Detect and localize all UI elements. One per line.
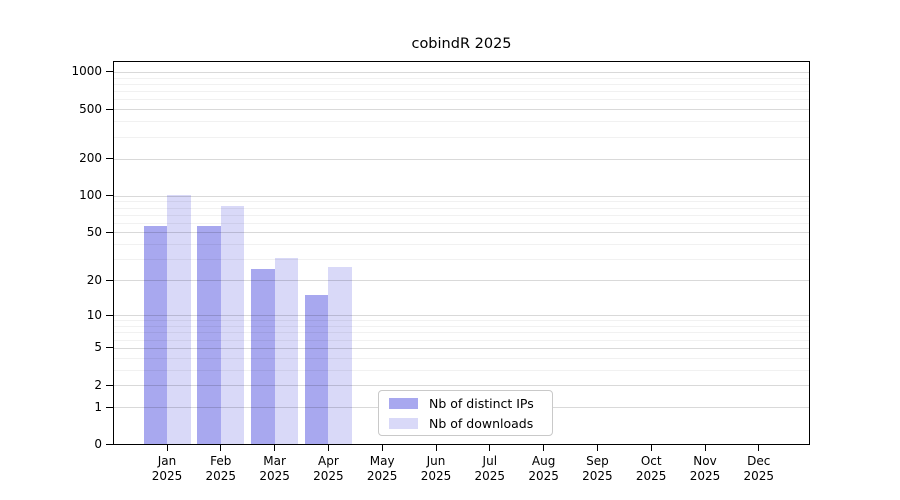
legend-entry-distinct-ips: Nb of distinct IPs <box>389 395 552 411</box>
bar-jan-distinct-ips <box>143 226 167 445</box>
y-tick-mark-10 <box>106 314 113 316</box>
chart-title: cobindR 2025 <box>411 36 512 52</box>
y-tick-label-1: 1 <box>94 399 102 414</box>
gridline-minor-80 <box>113 207 810 209</box>
y-tick-mark-50 <box>106 231 113 233</box>
bar-mar-downloads <box>274 257 299 445</box>
y-tick-mark-500 <box>106 108 113 110</box>
y-tick-label-2: 2 <box>94 377 102 392</box>
y-tick-label-1000: 1000 <box>71 64 102 79</box>
gridline-minor-900 <box>113 77 810 79</box>
x-tick-mark-jul <box>489 444 491 451</box>
gridline-minor-600 <box>113 99 810 101</box>
x-tick-label-dec: Dec 2025 <box>743 453 775 484</box>
x-tick-mark-apr <box>327 444 329 451</box>
x-tick-label-sep: Sep 2025 <box>582 453 613 484</box>
x-tick-mark-sep <box>596 444 598 451</box>
legend: Nb of distinct IPs Nb of downloads <box>378 390 553 436</box>
bar-jan-downloads <box>167 195 191 445</box>
gridline-1000 <box>113 71 810 73</box>
y-tick-label-5: 5 <box>94 340 102 355</box>
gridline-500 <box>113 109 810 111</box>
x-tick-label-jan: Jan 2025 <box>151 453 183 484</box>
plot-area <box>113 61 810 445</box>
bar-apr-downloads <box>328 266 352 445</box>
bar-apr-distinct-ips <box>304 295 329 445</box>
x-tick-label-feb: Feb 2025 <box>205 453 237 484</box>
legend-entry-downloads: Nb of downloads <box>389 415 552 431</box>
y-tick-mark-2 <box>106 384 113 386</box>
gridline-minor-700 <box>113 91 810 93</box>
x-tick-label-nov: Nov 2025 <box>689 453 721 484</box>
y-tick-label-50: 50 <box>86 224 102 239</box>
x-tick-mark-aug <box>543 444 545 451</box>
y-tick-label-500: 500 <box>79 101 102 116</box>
y-tick-mark-20 <box>106 279 113 281</box>
y-tick-label-20: 20 <box>86 272 102 287</box>
legend-label-distinct-ips: Nb of distinct IPs <box>429 395 534 411</box>
gridline-200 <box>113 158 810 160</box>
y-tick-label-200: 200 <box>79 151 102 166</box>
legend-swatch-distinct-ips <box>389 397 418 409</box>
y-tick-mark-200 <box>106 158 113 160</box>
x-tick-mark-feb <box>220 444 222 451</box>
legend-swatch-downloads <box>389 417 418 429</box>
x-tick-mark-mar <box>274 444 276 451</box>
gridline-minor-400 <box>113 121 810 123</box>
x-tick-label-apr: Apr 2025 <box>313 453 344 484</box>
x-tick-mark-jan <box>166 444 168 451</box>
y-tick-label-0: 0 <box>94 437 102 451</box>
gridline-minor-300 <box>113 136 810 138</box>
bar-feb-downloads <box>220 205 245 445</box>
x-tick-label-may: May 2025 <box>366 453 398 484</box>
y-tick-mark-1000 <box>106 71 113 73</box>
gridline-minor-90 <box>113 201 810 203</box>
y-tick-label-10: 10 <box>86 307 102 322</box>
x-tick-mark-nov <box>704 444 706 451</box>
gridline-minor-60 <box>113 222 810 224</box>
y-tick-mark-5 <box>106 347 113 349</box>
y-tick-label-100: 100 <box>79 188 102 203</box>
bar-feb-distinct-ips <box>197 226 221 445</box>
x-tick-label-jul: Jul 2025 <box>474 453 506 484</box>
x-tick-label-oct: Oct 2025 <box>635 453 667 484</box>
bar-mar-distinct-ips <box>251 268 275 445</box>
gridline-minor-70 <box>113 214 810 216</box>
x-tick-mark-may <box>381 444 383 451</box>
y-tick-mark-100 <box>106 195 113 197</box>
y-tick-mark-0 <box>106 444 113 445</box>
gridline-minor-800 <box>113 83 810 85</box>
x-tick-mark-dec <box>758 444 760 451</box>
gridline-100 <box>113 195 810 197</box>
x-tick-label-aug: Aug 2025 <box>528 453 559 484</box>
legend-label-downloads: Nb of downloads <box>429 415 534 431</box>
y-tick-mark-1 <box>106 406 113 408</box>
x-tick-label-jun: Jun 2025 <box>420 453 452 484</box>
x-tick-label-mar: Mar 2025 <box>259 453 290 484</box>
x-tick-mark-oct <box>650 444 652 451</box>
x-tick-mark-jun <box>435 444 437 451</box>
